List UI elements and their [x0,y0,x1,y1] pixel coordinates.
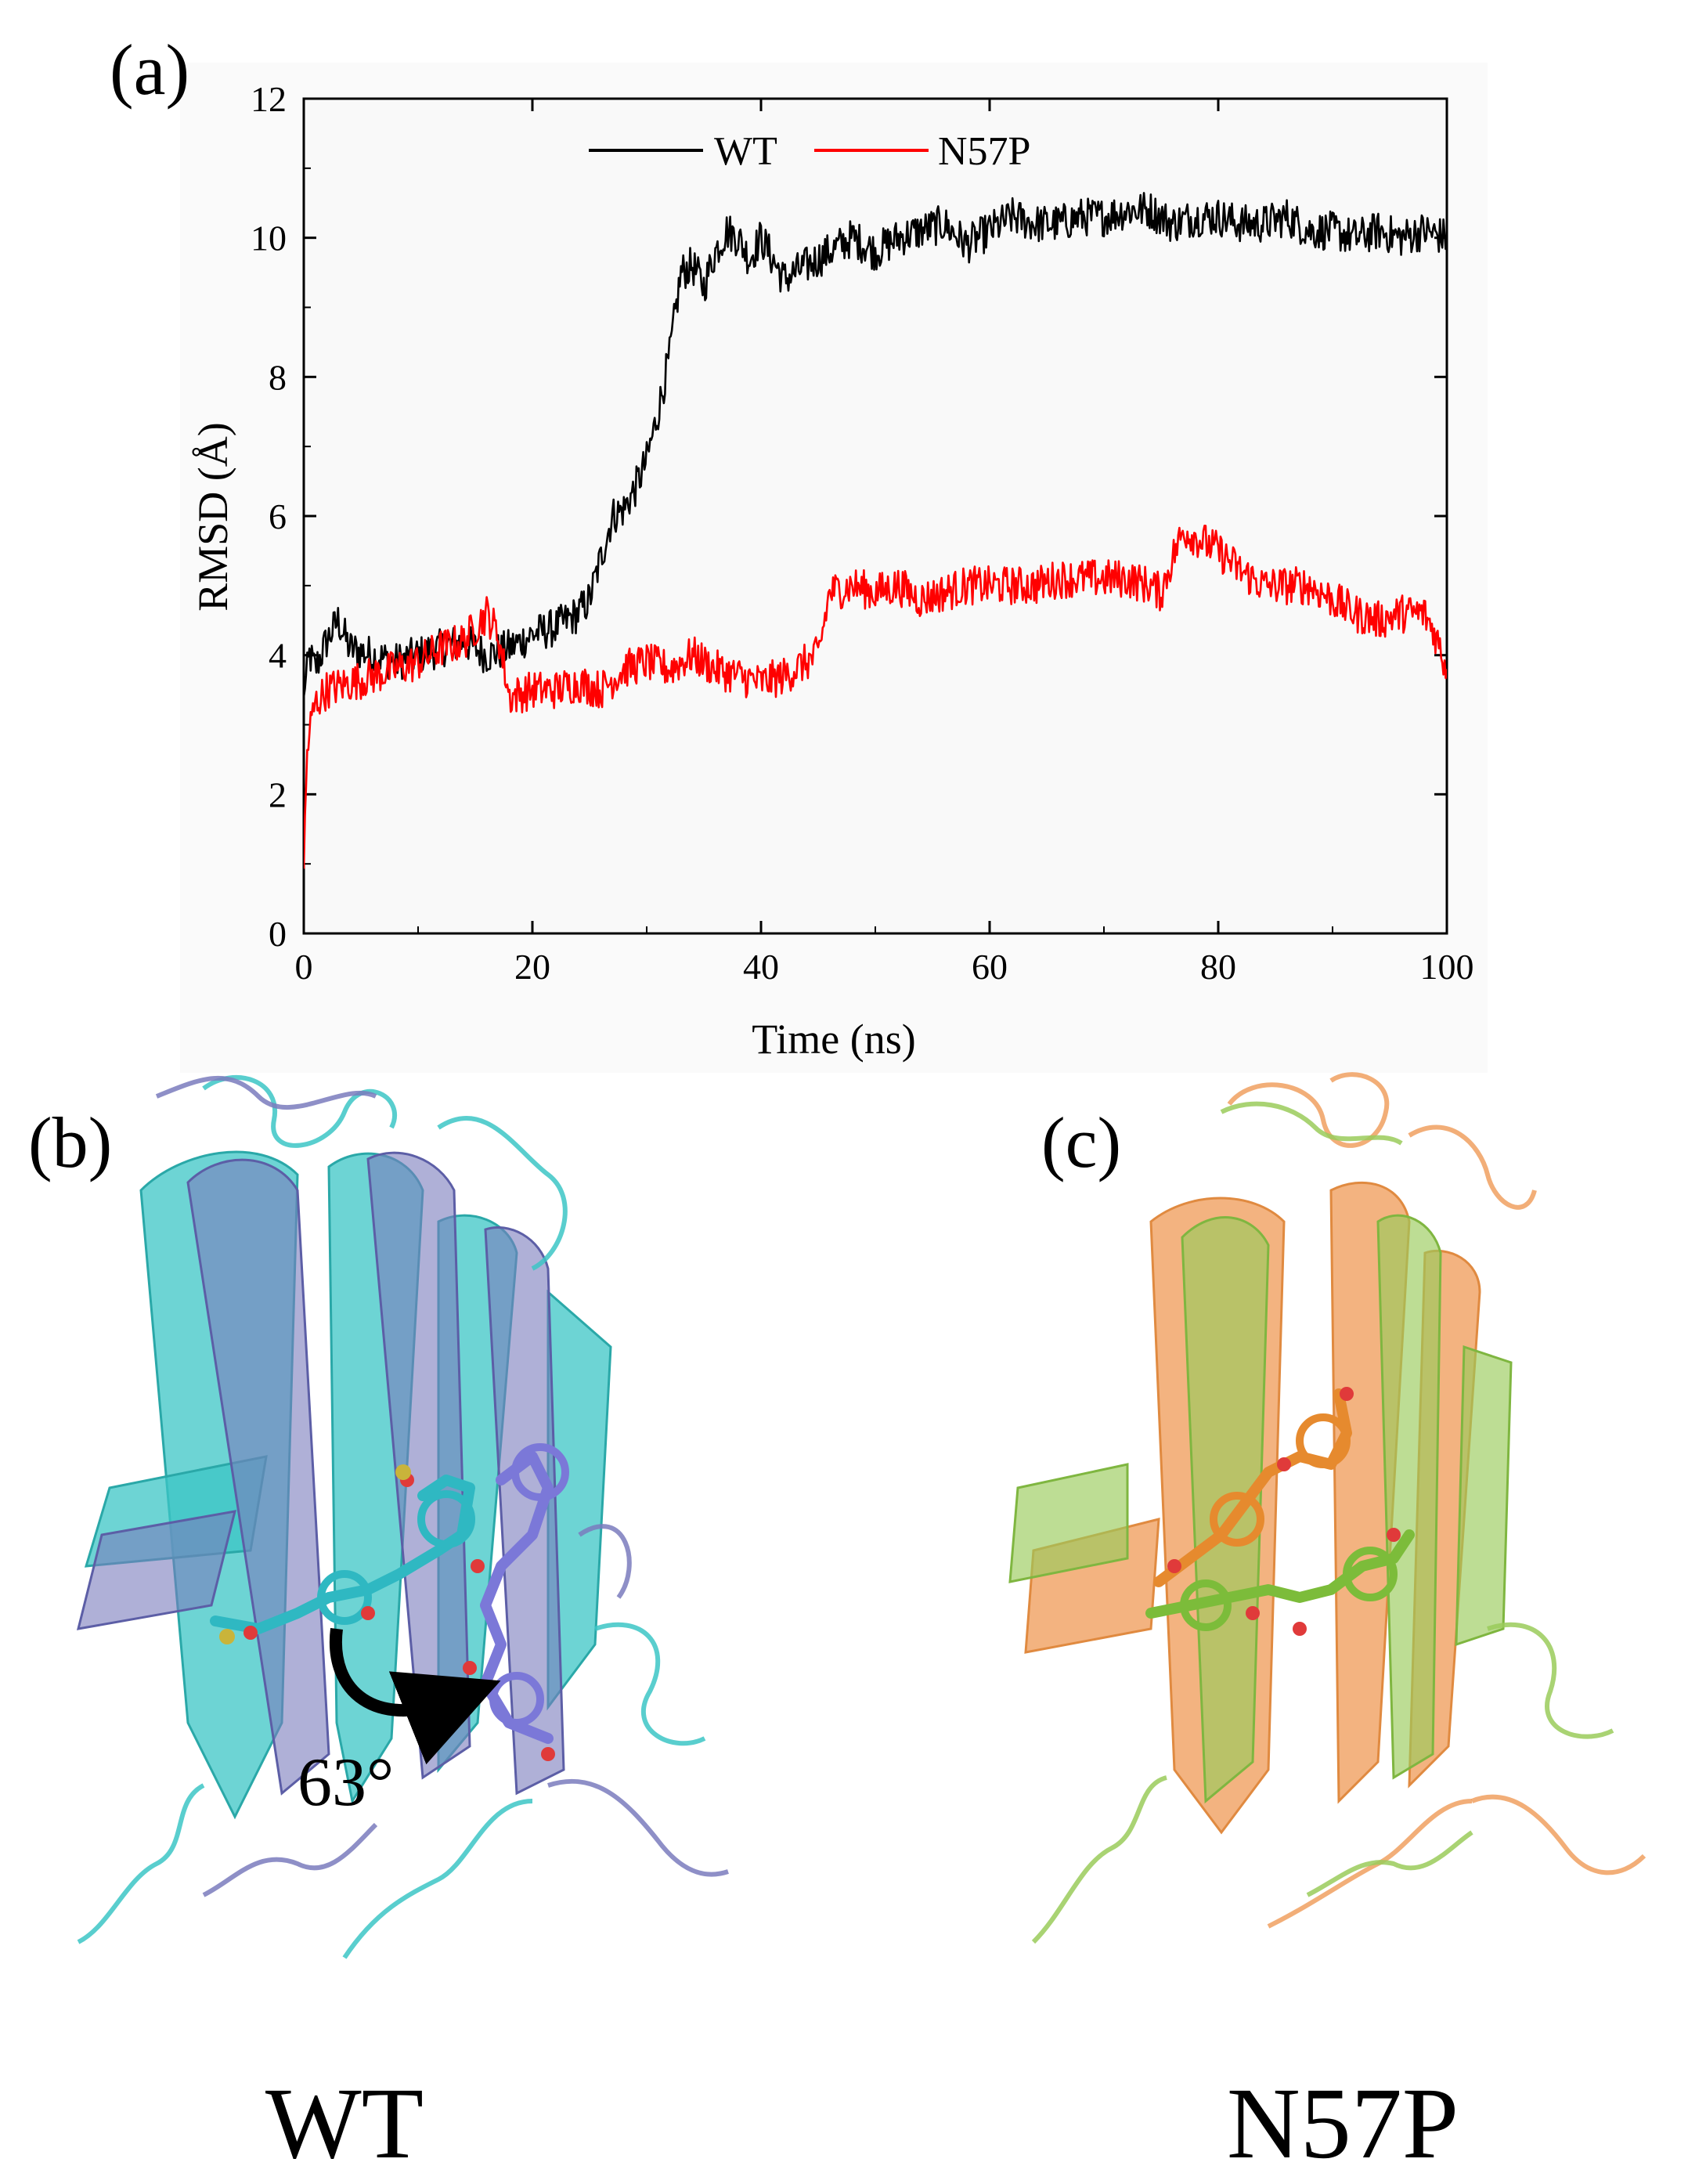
rotation-arrow [329,1628,501,1765]
n57p-ligand-orange [1153,1388,1352,1587]
n57p-ligand-heteroatoms [1167,1387,1401,1636]
y-tick-label: 2 [269,774,287,814]
series-line-wt [304,192,1447,698]
y-tick-label: 0 [269,914,287,954]
y-tick-label: 10 [251,218,287,258]
y-tick-label: 6 [269,496,287,536]
wt-caption: WT [265,2067,424,2180]
wt-loops [77,1074,729,1959]
rotation-angle-label: 63° [298,1745,394,1821]
x-tick-label: 80 [1200,947,1236,987]
series-line-n57p [304,524,1447,869]
n57p-structure-image [1008,1072,1647,1944]
y-tick-labels: 0 2 4 6 8 10 12 [251,79,287,954]
n57p-ligand-green [1145,1529,1415,1631]
rmsd-chart: 0 2 4 6 8 10 12 0 20 40 60 80 100 Time (ns) RMSD (Å… [180,63,1488,1073]
y-tick-label: 4 [269,636,287,676]
y-tick-label: 8 [269,357,287,397]
axis-ticks [302,97,1448,935]
n57p-loops [1031,1072,1647,1944]
panel-label-b: (b) [28,1103,112,1182]
wt-structure-blue [76,1151,565,1796]
y-tick-label: 12 [251,79,287,119]
series-layer [304,192,1447,869]
y-axis-title: RMSD (Å) [189,422,236,612]
wt-structure-image: 63° [76,1074,729,1959]
n57p-caption: N57P [1227,2067,1459,2180]
x-tick-label: 20 [514,947,550,987]
wt-ligand-cyan [210,1475,475,1634]
legend-label-wt: WT [714,129,777,174]
n57p-structure-green [1008,1214,1513,1804]
x-axis-title: Time (ns) [752,1016,916,1063]
x-tick-label: 60 [972,947,1008,987]
plot-area [302,97,1448,935]
legend-label-n57p: N57P [938,129,1030,174]
panel-label-a: (a) [110,30,189,110]
wt-ligand-heteroatoms [243,1473,555,1761]
x-tick-label: 40 [743,947,779,987]
panel-label-c: (c) [1041,1103,1121,1182]
x-tick-label: 0 [295,947,313,987]
x-tick-labels: 0 20 40 60 80 100 [295,947,1474,987]
x-tick-label: 100 [1420,947,1474,987]
legend: WT N57P [589,129,1030,174]
